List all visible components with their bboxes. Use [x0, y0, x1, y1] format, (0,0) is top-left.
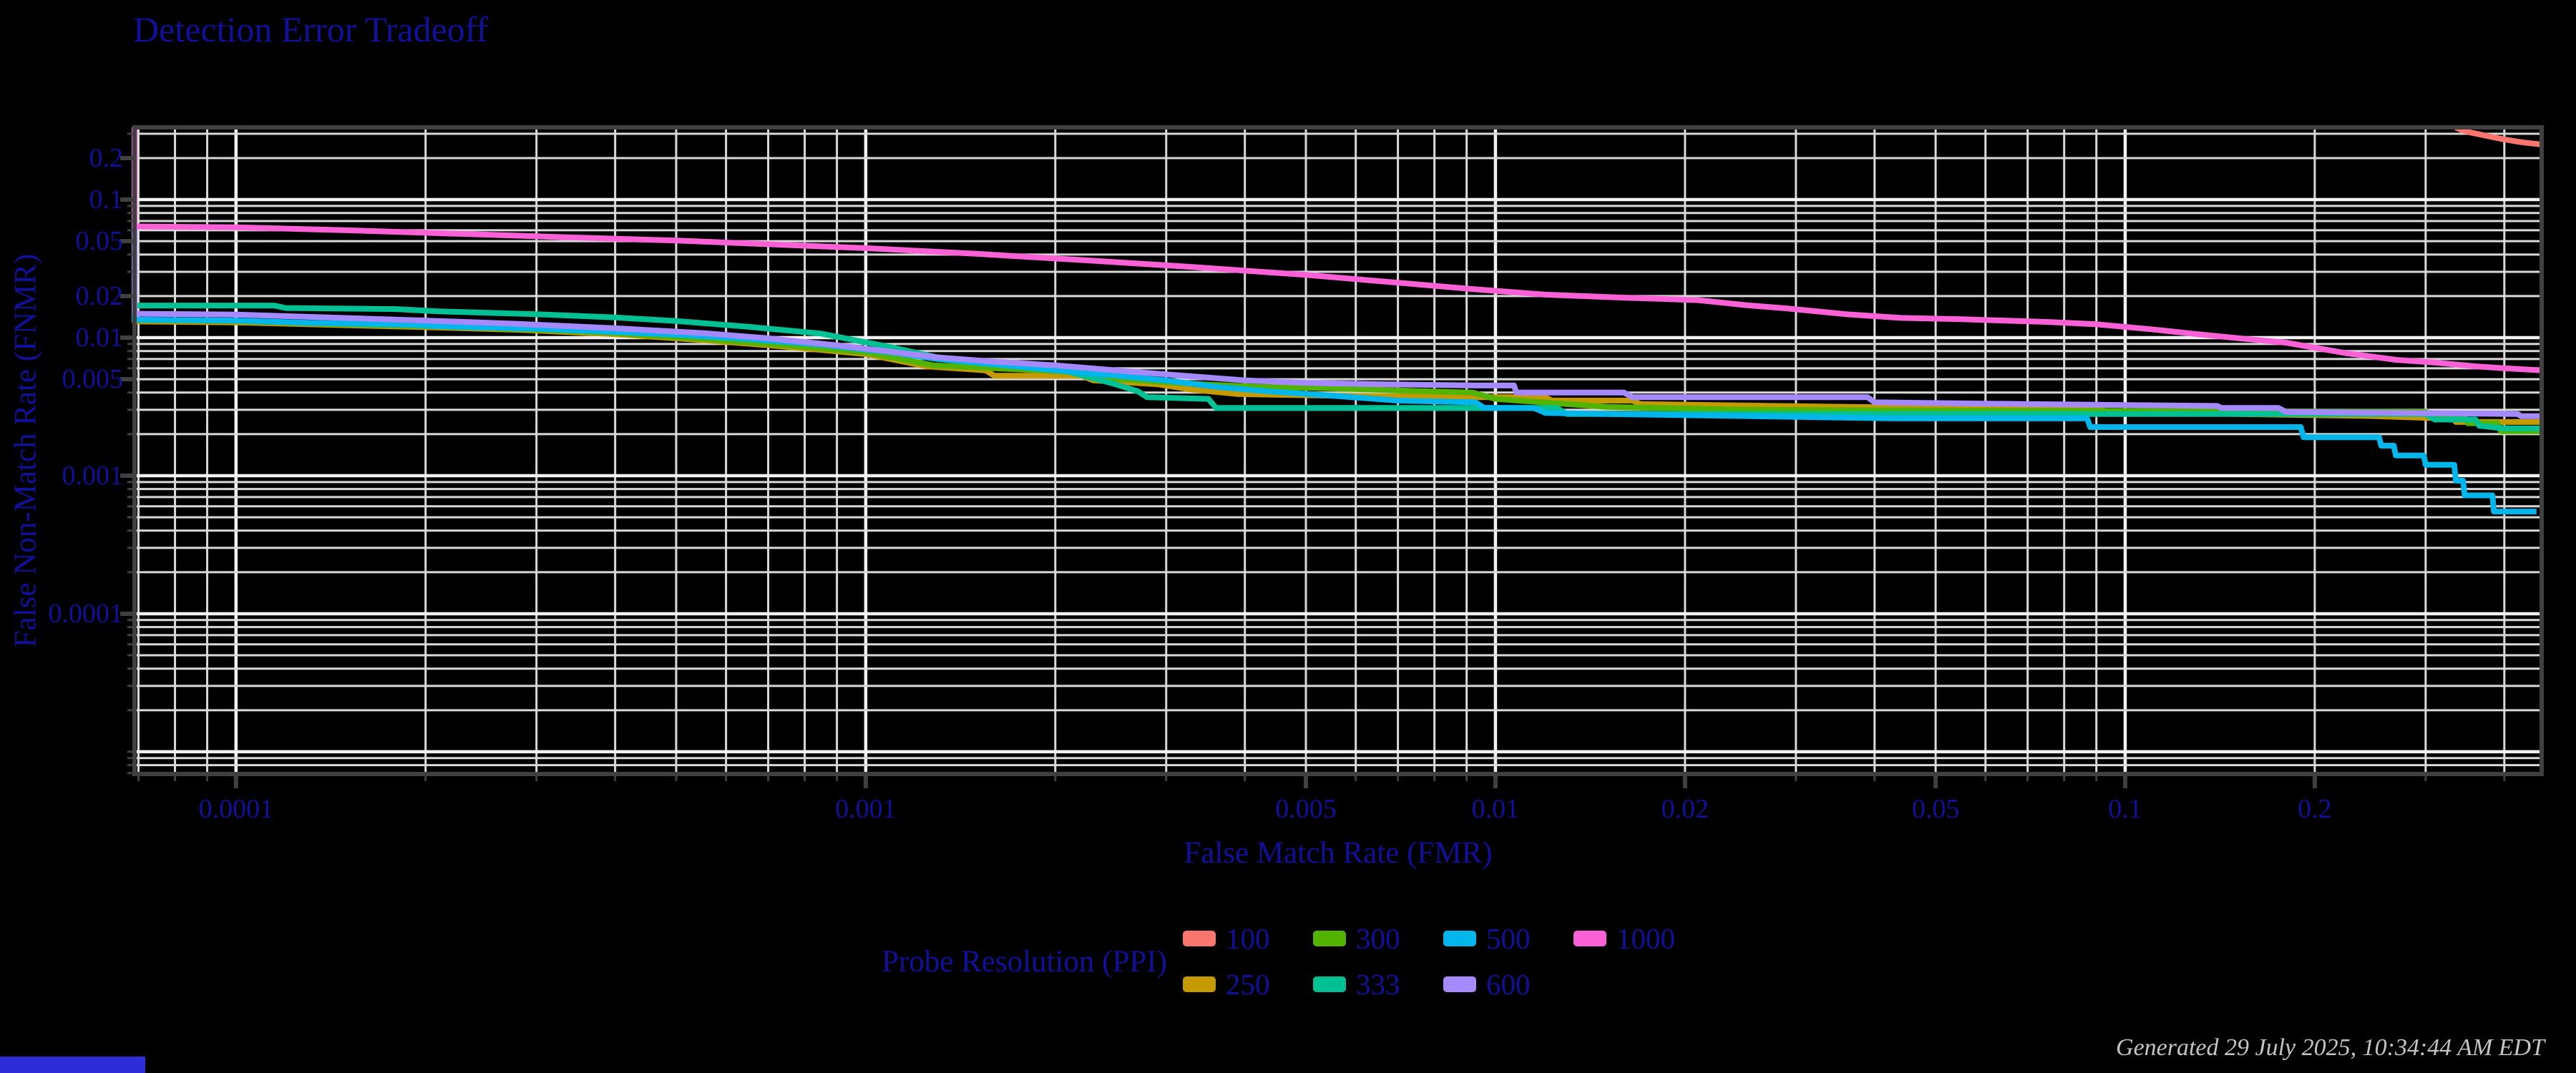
y-tick-label: 0.005: [62, 364, 124, 395]
legend-item-500[interactable]: 500: [1443, 921, 1563, 956]
curve-250: [132, 127, 2542, 425]
legend-swatch: [1443, 976, 1476, 992]
legend-item-100[interactable]: 100: [1182, 921, 1303, 956]
legend-item-333[interactable]: 333: [1312, 967, 1433, 1001]
legend-item-label: 1000: [1616, 921, 1675, 955]
det-curves: [132, 124, 2542, 515]
legend-swatch: [1312, 976, 1346, 992]
legend-swatch: [1182, 976, 1216, 992]
curve-100: [2454, 124, 2542, 147]
legend-items: 100 250 300 333 500 600 1000: [1182, 921, 1694, 1001]
curve-500: [132, 127, 2537, 515]
y-tick-label: 0.1: [89, 185, 124, 215]
curve-1000: [132, 127, 2542, 373]
x-tick-label: 0.005: [1275, 794, 1337, 824]
legend-item-label: 300: [1355, 921, 1400, 955]
plot-frame: [132, 125, 2544, 776]
gridlines: [135, 127, 2542, 775]
y-tick-label: 0.2: [89, 142, 124, 173]
tick-marks: [120, 132, 2506, 788]
legend-item-label: 500: [1485, 921, 1531, 955]
legend-swatch: [1312, 931, 1346, 946]
y-tick-label: 0.01: [75, 323, 124, 353]
generated-timestamp: Generated 29 July 2025, 10:34:44 AM EDT: [2116, 1034, 2545, 1061]
y-tick-label: 0.05: [75, 226, 124, 257]
y-axis-title: False Non-Match Rate (FNMR): [9, 253, 43, 648]
legend-title: Probe Resolution (PPI): [882, 944, 1167, 979]
legend-item-label: 100: [1225, 921, 1270, 955]
legend-swatch: [1573, 931, 1606, 946]
legend-item-1000[interactable]: 1000: [1573, 921, 1694, 956]
legend-item-250[interactable]: 250: [1182, 967, 1303, 1001]
x-tick-label: 0.2: [2298, 794, 2332, 824]
y-tick-label: 0.02: [75, 280, 124, 311]
bottom-left-blue-bar: [0, 1057, 145, 1073]
x-tick-label: 0.001: [835, 794, 897, 824]
x-tick-label: 0.0001: [198, 794, 274, 824]
legend-item-label: 333: [1355, 967, 1400, 1001]
x-tick-label: 0.1: [2108, 794, 2142, 824]
legend-swatch: [1443, 931, 1476, 946]
legend-item-300[interactable]: 300: [1312, 921, 1433, 956]
x-tick-label: 0.05: [1911, 794, 1960, 824]
legend: Probe Resolution (PPI) 100 250 300 333 500 60…: [882, 921, 1694, 1001]
legend-item-label: 250: [1225, 967, 1270, 1001]
y-tick-label: 0.0001: [48, 598, 124, 629]
x-axis-title: False Match Rate (FMR): [1184, 836, 1493, 870]
legend-swatch: [1182, 931, 1216, 946]
y-tick-label: 0.001: [62, 460, 124, 491]
curve-600: [132, 127, 2542, 419]
chart-title: Detection Error Tradeoff: [133, 9, 489, 49]
x-tick-label: 0.01: [1471, 794, 1520, 824]
x-tick-label: 0.02: [1661, 794, 1709, 824]
legend-item-label: 600: [1485, 967, 1531, 1001]
legend-item-600[interactable]: 600: [1443, 967, 1563, 1001]
